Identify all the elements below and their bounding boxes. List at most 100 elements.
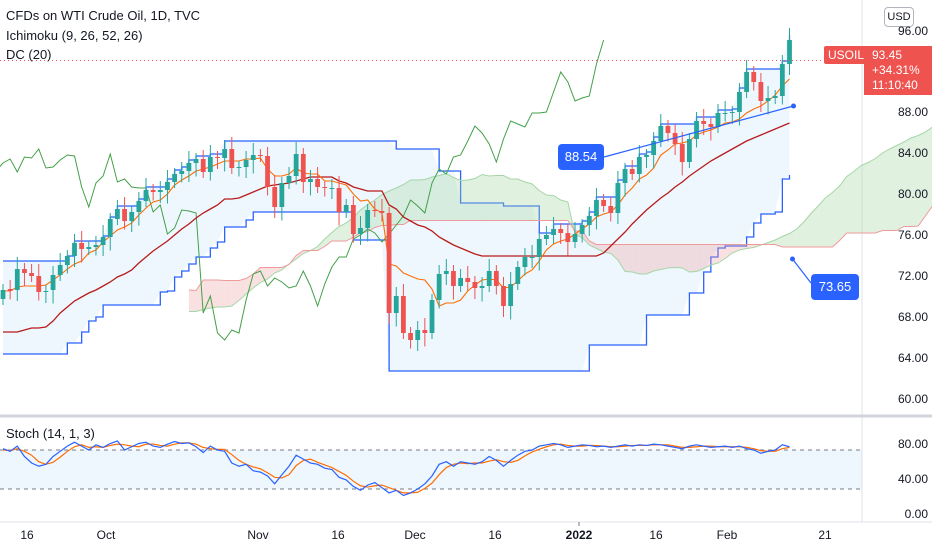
candle-body	[193, 159, 199, 163]
candle	[772, 90, 778, 104]
candle	[0, 284, 6, 305]
cloud-bull-segment	[832, 186, 840, 247]
chart-title: CFDs on WTI Crude Oil, 1D, TVC	[6, 8, 201, 23]
cloud-bull-segment	[803, 213, 811, 247]
candle-body	[465, 278, 471, 282]
candle	[22, 263, 27, 287]
candle-body	[358, 228, 363, 234]
candle-body	[622, 169, 628, 183]
candle	[379, 199, 385, 222]
candle-body	[486, 271, 492, 286]
cloud-bull-segment	[911, 135, 919, 227]
cloud-bear-segment	[646, 244, 654, 274]
candle-body	[315, 179, 320, 187]
cloud-bear-segment	[217, 280, 225, 307]
cloud-bull-segment	[396, 184, 404, 225]
candle	[286, 167, 292, 189]
candle-body	[250, 155, 256, 160]
cloud-bear-segment	[696, 244, 704, 272]
time-tick: 16	[649, 528, 663, 542]
candle-body	[393, 296, 399, 313]
ichimoku-legend[interactable]: Ichimoku (9, 26, 52, 26)	[6, 28, 143, 43]
stoch-legend[interactable]: Stoch (14, 1, 3)	[6, 426, 95, 441]
candle-body	[443, 271, 449, 274]
candle-body	[787, 40, 792, 64]
candle-body	[14, 269, 20, 290]
candle	[451, 265, 456, 300]
candle	[7, 280, 13, 300]
candle	[551, 217, 556, 244]
lower-trendline	[792, 258, 812, 284]
candle-body	[200, 159, 206, 172]
candle	[758, 73, 764, 112]
candle	[687, 133, 692, 168]
stoch-pane	[0, 440, 862, 497]
stoch-k-line	[2, 440, 790, 497]
lower-trendline-callout[interactable]: 73.65	[811, 274, 859, 300]
stoch-band	[0, 450, 862, 489]
candle-body	[551, 229, 556, 235]
candle-body	[329, 188, 335, 189]
candle-body	[544, 235, 549, 239]
candle-body	[594, 200, 599, 216]
candle	[122, 197, 127, 230]
cloud-bull-segment	[825, 192, 833, 247]
candle	[258, 149, 263, 162]
cloud-bull-segment	[810, 206, 819, 247]
donchian-legend[interactable]: DC (20)	[6, 47, 52, 62]
cloud-bull-segment	[324, 232, 332, 247]
cloud-bear-segment	[710, 244, 718, 265]
candle-body	[601, 200, 606, 206]
candle	[536, 233, 542, 271]
lagging-span	[0, 39, 605, 341]
cloud-bear-segment	[725, 244, 733, 259]
candle	[115, 200, 120, 225]
price-tick: 68.00	[897, 310, 928, 324]
stoch-tick: 0.00	[904, 507, 928, 521]
candle-body	[729, 112, 735, 113]
candle	[458, 269, 463, 292]
cloud-bull-segment	[446, 173, 454, 221]
candles	[0, 28, 792, 351]
candle-body	[50, 275, 56, 290]
candle	[493, 265, 499, 295]
cloud-bull-segment	[496, 175, 504, 221]
candle-body	[608, 206, 614, 213]
candle	[636, 145, 642, 183]
price-tick: 80.00	[897, 187, 928, 201]
candle	[336, 176, 342, 226]
candle-body	[744, 72, 749, 92]
bar-countdown: 11:10:40	[872, 78, 918, 92]
candle	[665, 120, 671, 142]
candle	[243, 151, 249, 178]
upper-trendline-callout[interactable]: 88.54	[558, 144, 604, 170]
candle-body	[243, 160, 249, 167]
candle-body	[365, 210, 371, 228]
candle-body	[29, 273, 34, 276]
candle-body	[694, 121, 699, 139]
candle	[401, 284, 406, 339]
cloud-bear-segment	[675, 244, 683, 268]
candle	[186, 151, 192, 182]
candle-body	[143, 190, 149, 201]
candle-body	[636, 157, 642, 174]
candle	[479, 277, 485, 302]
candle	[594, 188, 599, 230]
candle	[358, 216, 363, 245]
candle	[222, 140, 228, 172]
candle	[737, 83, 742, 126]
candle	[386, 207, 392, 324]
cloud-bull-segment	[896, 142, 904, 231]
cloud-bull-segment	[317, 239, 325, 251]
cloud-bear-segment	[596, 244, 604, 252]
cloud-bull-segment	[482, 174, 490, 221]
candle-body	[679, 144, 685, 162]
candle-body	[479, 286, 485, 288]
currency-button[interactable]: USD	[884, 7, 914, 27]
cloud-bull-segment	[453, 177, 461, 221]
candle	[715, 104, 721, 133]
cloud-bear-segment	[210, 280, 218, 308]
cloud-bear-segment	[610, 244, 618, 260]
candle	[79, 231, 85, 263]
